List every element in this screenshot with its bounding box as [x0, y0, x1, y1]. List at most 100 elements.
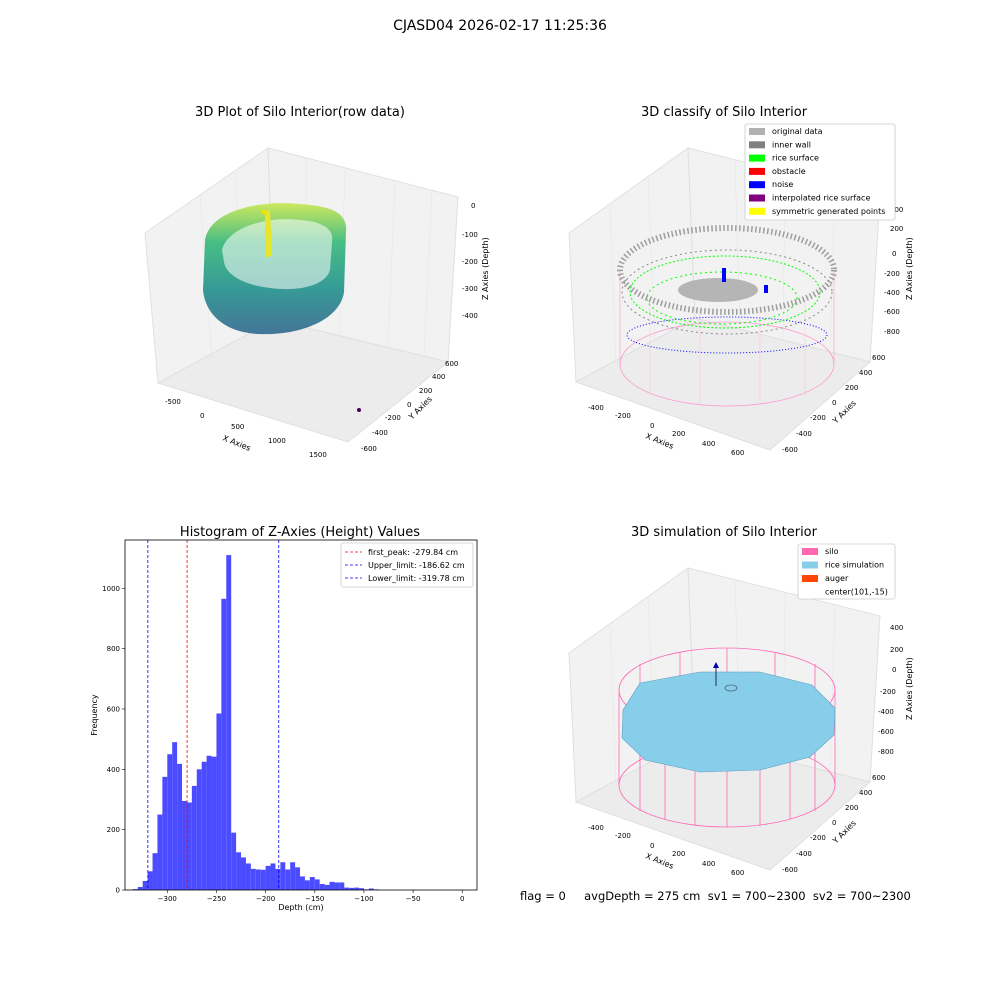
hist-legend: first_peak: -279.84 cm Upper_limit: -186.… [340, 542, 474, 588]
panel-simulation-title: 3D simulation of Silo Interior [631, 525, 818, 540]
legend-swatch [802, 561, 818, 569]
hist-ytick-label: 200 [107, 826, 120, 834]
legend-swatch [749, 207, 765, 215]
tick-y: -400 [796, 850, 812, 858]
tick-z: -400 [884, 289, 900, 297]
hist-bar [221, 598, 227, 890]
hist-bar [300, 876, 305, 890]
hist-bar [216, 713, 222, 890]
tick-x: 500 [231, 423, 244, 431]
tick-z: -800 [884, 328, 900, 336]
legend-swatch [749, 141, 765, 149]
panel-classify-title: 3D classify of Silo Interior [641, 105, 808, 120]
tick-y: 200 [419, 387, 432, 395]
tick-y: 200 [845, 804, 858, 812]
tick-z: 0 [471, 202, 475, 210]
tick-z: -600 [884, 308, 900, 316]
tick-z: -300 [462, 285, 478, 293]
tick-z: 200 [890, 225, 903, 233]
tick-x: 1500 [309, 451, 327, 459]
legend-label: interpolated rice surface [772, 194, 870, 203]
panel-classify-3d: 3D classify of Silo Interior [568, 105, 914, 457]
tick-z: 200 [890, 646, 903, 654]
tick-y: -600 [782, 866, 798, 874]
hist-axes-frame [124, 539, 478, 891]
hist-xtick-label: −300 [158, 895, 177, 903]
tick-y: 400 [859, 369, 872, 377]
hist-xlabel: Depth (cm) [278, 903, 323, 912]
hist-legend-label: Lower_limit: -319.78 cm [368, 574, 465, 583]
legend-label: rice simulation [825, 561, 884, 570]
tick-y: -600 [361, 445, 377, 453]
classify-cylinder [617, 225, 837, 407]
legend-label: original data [772, 127, 823, 136]
tick-y: 600 [872, 354, 885, 362]
hist-bar [132, 889, 138, 890]
hist-bar [285, 869, 291, 890]
hist-bar [309, 877, 315, 890]
tick-x: 600 [731, 869, 744, 877]
hist-bar [280, 862, 286, 890]
hist-bar [231, 832, 237, 890]
tick-z: 0 [892, 666, 896, 674]
tick-z: -200 [462, 258, 478, 266]
legend-swatch [749, 167, 765, 175]
hist-bar [344, 887, 350, 890]
classify-legend: original data inner wall rice surface obsta… [744, 123, 896, 221]
hist-bar [162, 776, 168, 890]
hist-bar [196, 769, 202, 890]
legend-label: noise [772, 180, 793, 189]
hist-bars [132, 555, 379, 890]
hist-bar [186, 802, 192, 890]
tick-x: 0 [650, 842, 654, 850]
hist-title: Histogram of Z-Axies (Height) Values [180, 525, 420, 540]
tick-y: -200 [810, 414, 826, 422]
tick-x: -200 [615, 832, 631, 840]
tick-x: 0 [200, 412, 204, 420]
tick-z: -200 [880, 688, 896, 696]
hist-bar [241, 857, 246, 890]
hist-bar [329, 881, 335, 890]
classify-ticks: -400 -200 0 200 400 600 600 400 200 0 -2… [588, 206, 903, 457]
hist-bar [265, 865, 271, 890]
tick-y: -200 [810, 834, 826, 842]
panel-raw-title: 3D Plot of Silo Interior(row data) [195, 105, 405, 120]
hist-bar [349, 887, 355, 890]
tick-y: 0 [832, 819, 836, 827]
legend-label: rice surface [772, 154, 819, 163]
legend-swatch [749, 194, 765, 202]
hist-bar [157, 814, 163, 890]
panel-histogram: Histogram of Z-Axies (Height) Values −30… [90, 525, 478, 912]
hist-xtick-label: 0 [460, 895, 464, 903]
tick-x: -200 [615, 412, 631, 420]
tick-y: 600 [445, 360, 458, 368]
hist-bar [275, 868, 281, 890]
hist-bar [334, 882, 340, 890]
legend-label: silo [825, 547, 839, 556]
tick-z: -100 [462, 231, 478, 239]
tick-x: 0 [650, 422, 654, 430]
hist-bar [211, 756, 217, 890]
legend-label: symmetric generated points [772, 207, 885, 216]
hist-bar [304, 880, 310, 890]
legend-label: obstacle [772, 167, 806, 176]
raw-ticks: -500 0 500 1000 1500 600 400 200 0 -200 … [165, 202, 478, 459]
hist-bar [255, 869, 261, 890]
simulation-zlabel: Z Axies (Depth) [905, 657, 914, 720]
hist-bar [177, 763, 183, 890]
hist-bar [324, 884, 330, 890]
hist-xtick-label: −100 [354, 895, 373, 903]
tick-y: 400 [432, 373, 445, 381]
hist-bar [260, 869, 266, 890]
raw-xlabel: X Axies [221, 434, 252, 453]
hist-bar [167, 754, 173, 890]
hist-ytick-label: 600 [107, 705, 120, 713]
tick-x: 1000 [268, 437, 286, 445]
tick-x: 200 [672, 430, 685, 438]
hist-yticks: 0 200 400 600 800 1000 [102, 585, 125, 895]
tick-y: 600 [872, 774, 885, 782]
tick-y: 0 [407, 401, 411, 409]
tick-y: 400 [859, 789, 872, 797]
hist-legend-label: first_peak: -279.84 cm [368, 548, 458, 557]
